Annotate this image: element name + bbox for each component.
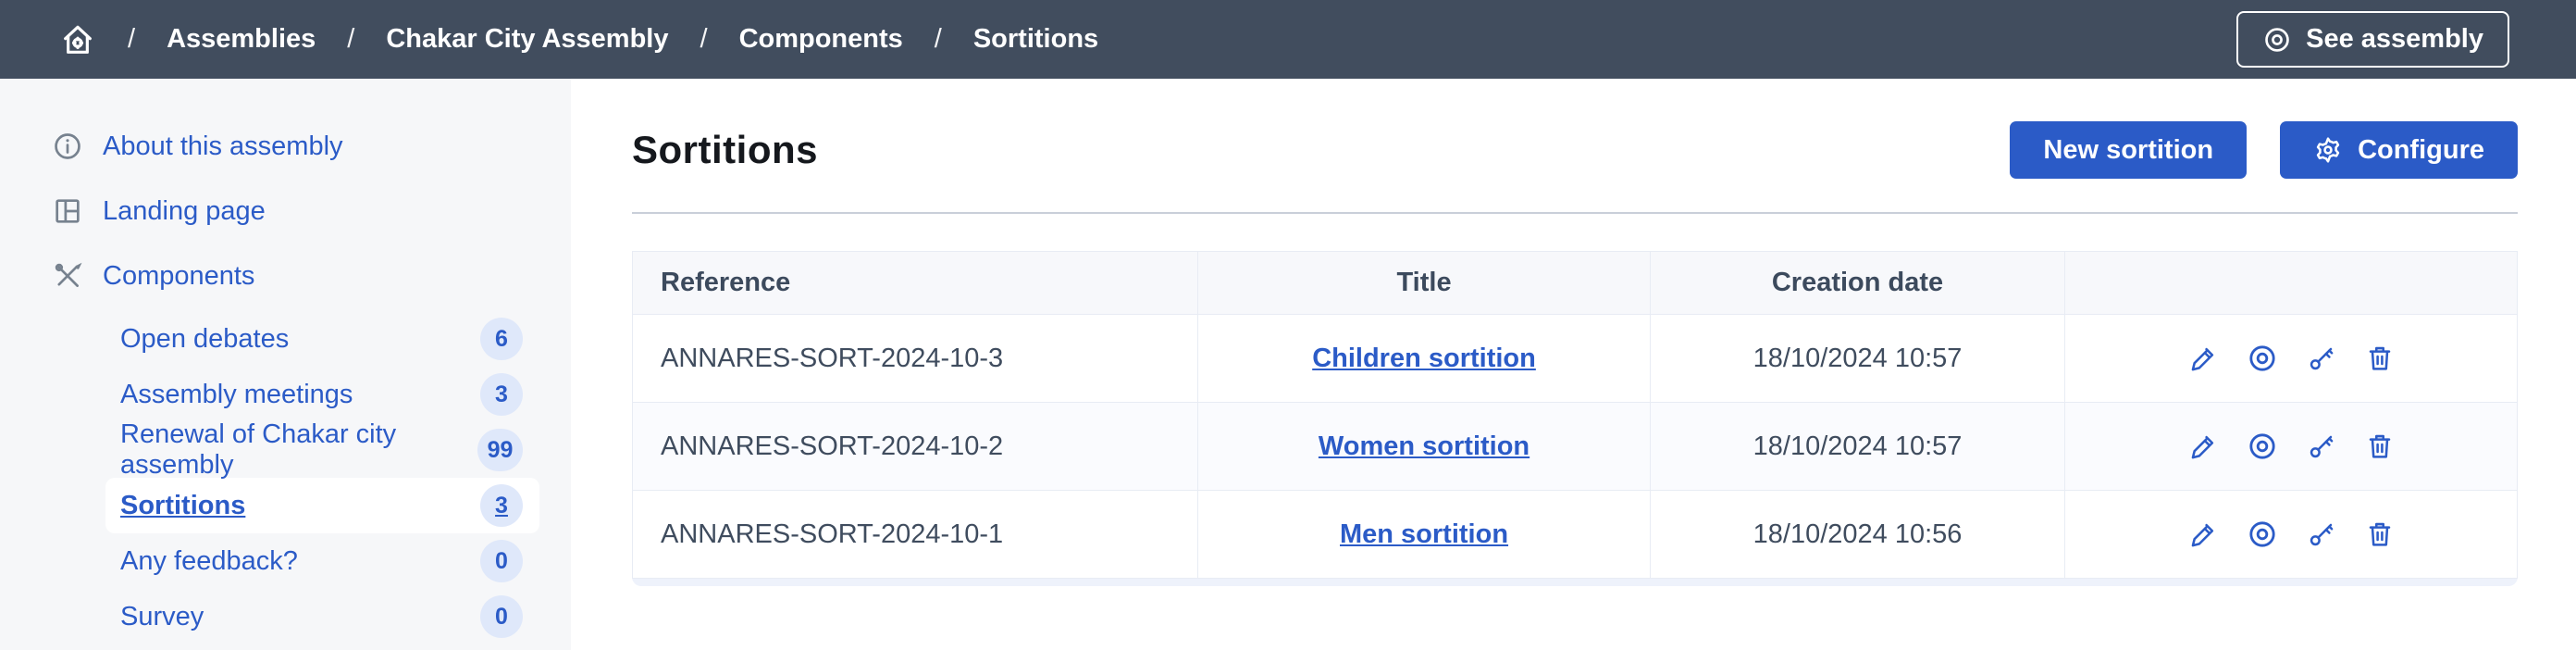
breadcrumb-assembly-name[interactable]: Chakar City Assembly: [386, 24, 669, 54]
topbar: / Assemblies / Chakar City Assembly / Co…: [0, 0, 2576, 79]
preview-button[interactable]: [2247, 343, 2278, 374]
tools-icon: [52, 260, 83, 292]
sidebar-item-components[interactable]: Components: [52, 244, 571, 308]
sortitions-table: Reference Title Creation date ANNARES-SO…: [631, 251, 2518, 579]
key-icon: [2307, 431, 2336, 461]
layout-icon: [52, 195, 83, 227]
home-icon[interactable]: [59, 21, 96, 58]
sidebar-item-sortitions[interactable]: Sortitions 3: [105, 478, 539, 533]
sidebar-item-label: About this assembly: [103, 131, 343, 161]
edit-button[interactable]: [2188, 519, 2218, 549]
gear-icon: [2313, 135, 2343, 165]
sidebar-item-open-debates[interactable]: Open debates 6: [105, 311, 539, 367]
breadcrumb-separator: /: [934, 24, 942, 54]
permissions-button[interactable]: [2307, 431, 2336, 461]
permissions-button[interactable]: [2307, 344, 2336, 373]
sidebar-item-label: Survey: [120, 601, 204, 631]
count-badge: 0: [480, 540, 523, 582]
eye-icon: [2247, 343, 2278, 374]
sidebar-item-any-feedback[interactable]: Any feedback? 0: [105, 533, 539, 589]
delete-button[interactable]: [2365, 519, 2395, 549]
new-sortition-label: New sortition: [2043, 134, 2214, 165]
sidebar: About this assembly Landing page Compone…: [0, 79, 571, 650]
eye-icon: [2247, 431, 2278, 462]
count-badge: 3: [480, 373, 523, 416]
count-badge: 3: [480, 484, 523, 527]
page-title: Sortitions: [632, 128, 818, 171]
count-badge: 99: [477, 429, 523, 471]
see-assembly-label: See assembly: [2306, 24, 2483, 54]
preview-button[interactable]: [2247, 519, 2278, 550]
table-row: ANNARES-SORT-2024-10-2 Women sortition 1…: [631, 402, 2518, 491]
reference-cell: ANNARES-SORT-2024-10-3: [631, 314, 1199, 403]
new-sortition-button[interactable]: New sortition: [2010, 121, 2248, 179]
preview-button[interactable]: [2247, 431, 2278, 462]
sortition-title-link[interactable]: Children sortition: [1312, 343, 1536, 373]
eye-icon: [2262, 25, 2292, 55]
breadcrumb-separator: /: [700, 24, 708, 54]
configure-button[interactable]: Configure: [2280, 121, 2518, 179]
table-row: ANNARES-SORT-2024-10-1 Men sortition 18/…: [631, 490, 2518, 579]
creation-date-cell: 18/10/2024 10:56: [1649, 490, 2066, 579]
info-icon: [52, 131, 83, 162]
column-header-title: Title: [1197, 251, 1651, 315]
column-header-actions: [2064, 251, 2518, 315]
pencil-icon: [2188, 431, 2218, 461]
trash-icon: [2365, 344, 2395, 373]
sidebar-item-label: Renewal of Chakar city assembly: [120, 419, 397, 480]
components-sub-list: Open debates 6 Assembly meetings 3 Renew…: [105, 311, 539, 644]
trash-icon: [2365, 431, 2395, 461]
creation-date-cell: 18/10/2024 10:57: [1649, 314, 2066, 403]
sidebar-item-label: Landing page: [103, 195, 266, 226]
key-icon: [2307, 519, 2336, 549]
column-header-creation-date: Creation date: [1649, 251, 2066, 315]
breadcrumb-separator: /: [128, 24, 136, 54]
sidebar-item-assembly-meetings[interactable]: Assembly meetings 3: [105, 367, 539, 422]
sidebar-item-label: Any feedback?: [120, 545, 298, 576]
permissions-button[interactable]: [2307, 519, 2336, 549]
see-assembly-button[interactable]: See assembly: [2236, 11, 2509, 68]
sidebar-item-renewal[interactable]: Renewal of Chakar city assembly 99: [105, 419, 539, 480]
sortition-title-link[interactable]: Women sortition: [1318, 431, 1530, 461]
sidebar-item-label: Assembly meetings: [120, 379, 353, 409]
reference-cell: ANNARES-SORT-2024-10-2: [631, 402, 1199, 491]
edit-button[interactable]: [2188, 431, 2218, 461]
key-icon: [2307, 344, 2336, 373]
sidebar-item-label: Components: [103, 260, 255, 291]
column-header-reference: Reference: [631, 251, 1199, 315]
sortitions-table-wrap: Reference Title Creation date ANNARES-SO…: [631, 251, 2518, 579]
breadcrumb-assemblies[interactable]: Assemblies: [167, 24, 316, 54]
configure-label: Configure: [2358, 134, 2484, 165]
count-badge: 0: [480, 595, 523, 638]
breadcrumb-sortitions[interactable]: Sortitions: [972, 24, 1099, 54]
breadcrumb-components[interactable]: Components: [738, 24, 903, 54]
pencil-icon: [2188, 344, 2218, 373]
count-badge: 6: [480, 318, 523, 360]
creation-date-cell: 18/10/2024 10:57: [1649, 402, 2066, 491]
edit-button[interactable]: [2188, 344, 2218, 373]
main-content: Sortitions New sortition Configure: [571, 79, 2576, 650]
table-row: ANNARES-SORT-2024-10-3 Children sortitio…: [631, 314, 2518, 403]
sortition-title-link[interactable]: Men sortition: [1340, 519, 1509, 549]
header-divider: [632, 212, 2518, 214]
trash-icon: [2365, 519, 2395, 549]
breadcrumb-separator: /: [347, 24, 355, 54]
pencil-icon: [2188, 519, 2218, 549]
eye-icon: [2247, 519, 2278, 550]
delete-button[interactable]: [2365, 344, 2395, 373]
delete-button[interactable]: [2365, 431, 2395, 461]
sidebar-item-label: Sortitions: [120, 490, 246, 520]
breadcrumb: / Assemblies / Chakar City Assembly / Co…: [59, 21, 1098, 58]
sidebar-item-label: Open debates: [120, 323, 290, 354]
sidebar-item-survey[interactable]: Survey 0: [105, 589, 539, 644]
reference-cell: ANNARES-SORT-2024-10-1: [631, 490, 1199, 579]
sidebar-item-landing-page[interactable]: Landing page: [52, 179, 571, 244]
sidebar-item-about[interactable]: About this assembly: [52, 114, 571, 179]
